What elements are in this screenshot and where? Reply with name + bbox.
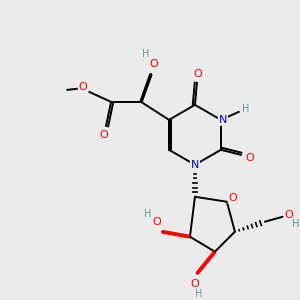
Text: H: H [242, 104, 250, 114]
Text: H: H [292, 219, 299, 229]
Text: O: O [284, 210, 293, 220]
Text: O: O [79, 82, 88, 92]
Text: O: O [245, 153, 254, 163]
Text: O: O [194, 69, 202, 79]
Text: N: N [191, 160, 199, 170]
Text: N: N [219, 115, 227, 125]
Text: O: O [190, 279, 199, 289]
Text: O: O [100, 130, 109, 140]
Text: O: O [229, 193, 237, 203]
Text: H: H [195, 289, 203, 298]
Text: O: O [150, 59, 158, 69]
Text: H: H [144, 209, 152, 219]
Text: H: H [142, 49, 150, 59]
Text: O: O [153, 217, 161, 227]
